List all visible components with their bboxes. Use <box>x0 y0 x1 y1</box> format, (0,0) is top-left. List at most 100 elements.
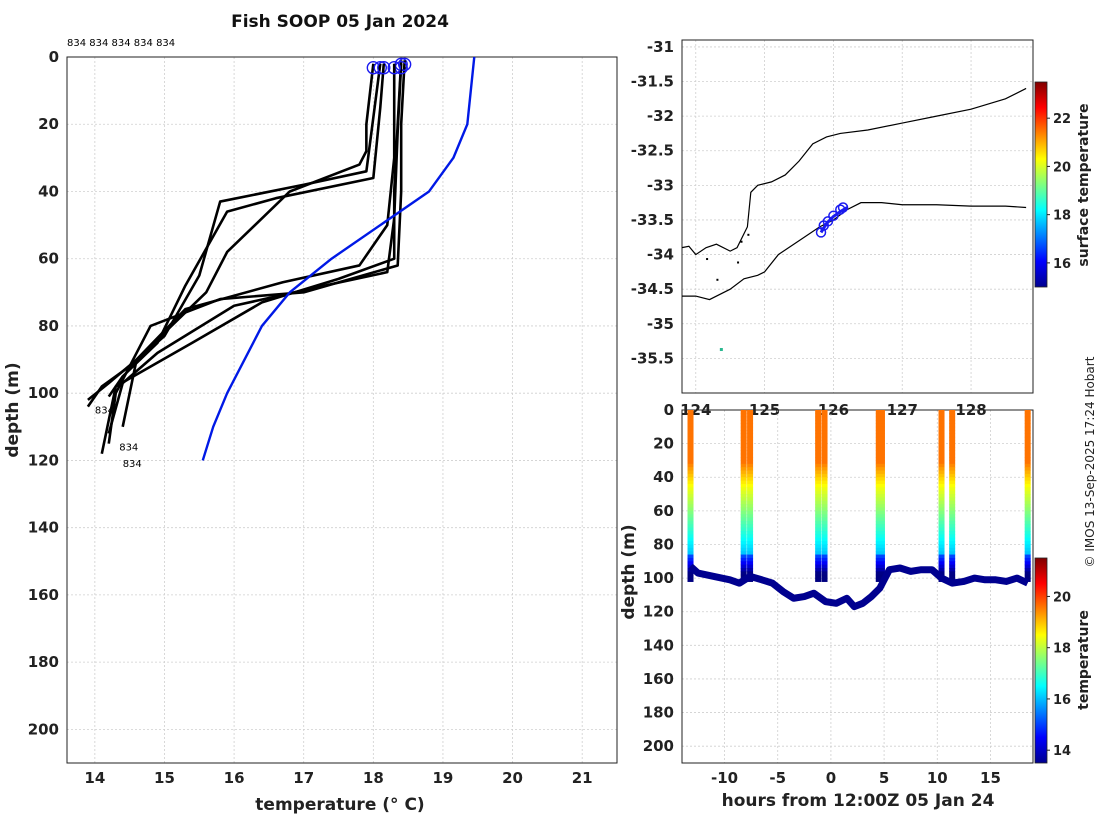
section-cast-sample <box>875 514 882 519</box>
section-cast-sample <box>878 541 885 545</box>
section-cast-sample <box>815 544 822 549</box>
section-cast-sample <box>687 578 694 582</box>
map-lat-tick-label: -33 <box>647 176 674 194</box>
section-cast-sample <box>815 568 822 572</box>
section-cast-sample <box>878 430 885 435</box>
section-cast-sample <box>1024 430 1031 435</box>
section-cast-sample <box>821 443 828 448</box>
section-cast-sample <box>815 554 822 559</box>
section-cast-sample <box>938 470 945 475</box>
section-cast-sample <box>875 497 882 502</box>
profile-x-tick-label: 15 <box>154 769 175 787</box>
profile-y-tick-label: 140 <box>28 519 59 537</box>
section-cast-sample <box>878 470 885 475</box>
section-cast-sample <box>740 426 747 431</box>
section-cast-sample <box>938 520 945 525</box>
section-cast-sample <box>747 557 754 562</box>
section-cast-sample <box>821 561 828 566</box>
section-cast-sample <box>687 457 694 461</box>
section-cast-sample <box>740 410 747 414</box>
section-cast-sample <box>821 564 828 569</box>
section-cast-sample <box>815 477 822 482</box>
section-cast-sample <box>687 463 694 468</box>
cast-id-label: 834 <box>95 405 114 416</box>
section-cast-sample <box>878 557 885 562</box>
chart-title: Fish SOOP 05 Jan 2024 <box>231 12 449 32</box>
section-cast-sample <box>740 531 747 535</box>
section-cast-sample <box>821 504 828 508</box>
section-cast-sample <box>878 426 885 431</box>
section-cast-sample <box>815 446 822 451</box>
section-cast-sample <box>875 480 882 485</box>
profile-y-tick-label: 60 <box>38 250 59 268</box>
section-cast-sample <box>1024 517 1031 522</box>
section-cast-sample <box>938 554 945 559</box>
section-cast-sample <box>938 547 945 552</box>
section-cast-sample <box>875 571 882 576</box>
cast-id-label: 834 <box>123 459 142 470</box>
section-cast-sample <box>938 534 945 539</box>
section-cast-sample <box>875 537 882 542</box>
section-cast-sample <box>1024 568 1031 572</box>
profile-y-tick-label: 80 <box>38 317 59 335</box>
section-cast-sample <box>949 557 956 562</box>
section-cast-sample <box>687 534 694 539</box>
section-cast-sample <box>821 527 828 532</box>
section-cast-sample <box>747 531 754 535</box>
section-cast-sample <box>875 517 882 522</box>
section-cast-sample <box>815 470 822 475</box>
section-cast-sample <box>1024 557 1031 562</box>
section-cast-sample <box>747 494 754 498</box>
section-cast-sample <box>1024 574 1031 579</box>
section-cast-sample <box>938 433 945 438</box>
section-cast-sample <box>1024 477 1031 482</box>
profile-y-tick-label: 40 <box>38 182 59 200</box>
section-cast-sample <box>938 477 945 482</box>
section-cast-sample <box>815 494 822 498</box>
section-cast-sample <box>821 537 828 542</box>
section-cast-sample <box>821 460 828 465</box>
section-cast-sample <box>821 410 828 414</box>
section-cast-sample <box>938 416 945 421</box>
section-cast-sample <box>938 524 945 529</box>
section-cast-sample <box>687 410 694 414</box>
section-y-tick-label: 160 <box>643 670 674 688</box>
section-cast-sample <box>938 557 945 562</box>
section-cast-sample <box>878 544 885 549</box>
section-cast-sample <box>687 443 694 448</box>
map-plot-frame <box>681 39 1034 394</box>
section-cast-sample <box>740 457 747 461</box>
section-cast-sample <box>1024 534 1031 539</box>
section-bottom-trace <box>688 563 1030 611</box>
section-cast-sample <box>740 446 747 451</box>
temperature-colorbar <box>1034 557 1048 764</box>
section-cast-sample <box>815 416 822 421</box>
section-cast-sample <box>938 517 945 522</box>
surface-colorbar-tick-label: 20 <box>1053 160 1071 175</box>
section-cast-sample <box>740 480 747 485</box>
section-cast-sample <box>949 443 956 448</box>
section-plot-frame <box>681 409 1034 764</box>
section-cast-sample <box>949 433 956 438</box>
section-cast-sample <box>740 430 747 435</box>
section-cast-sample <box>821 514 828 519</box>
section-x-tick-label: 5 <box>879 769 889 787</box>
section-cast-sample <box>821 497 828 502</box>
section-cast-sample <box>740 494 747 498</box>
section-cast-sample <box>821 426 828 431</box>
section-cast-sample <box>815 561 822 566</box>
section-cast-sample <box>875 510 882 515</box>
profile-panel: 14 15 16 17 18 19 20 21 0 20 40 60 80 100 120 140 160 180… <box>28 48 618 787</box>
section-cast-sample <box>875 443 882 448</box>
section-cast-sample <box>1024 490 1031 495</box>
section-cast-sample <box>949 473 956 478</box>
section-cast-sample <box>687 497 694 502</box>
section-cast-sample <box>878 568 885 572</box>
temperature-colorbar-tick-label: 16 <box>1053 693 1071 708</box>
map-lat-tick-label: -32.5 <box>631 142 674 160</box>
section-cast-sample <box>949 413 956 418</box>
section-cast-sample <box>875 423 882 428</box>
section-cast-sample <box>747 547 754 552</box>
section-cast-sample <box>875 507 882 512</box>
section-cast-sample <box>949 507 956 512</box>
